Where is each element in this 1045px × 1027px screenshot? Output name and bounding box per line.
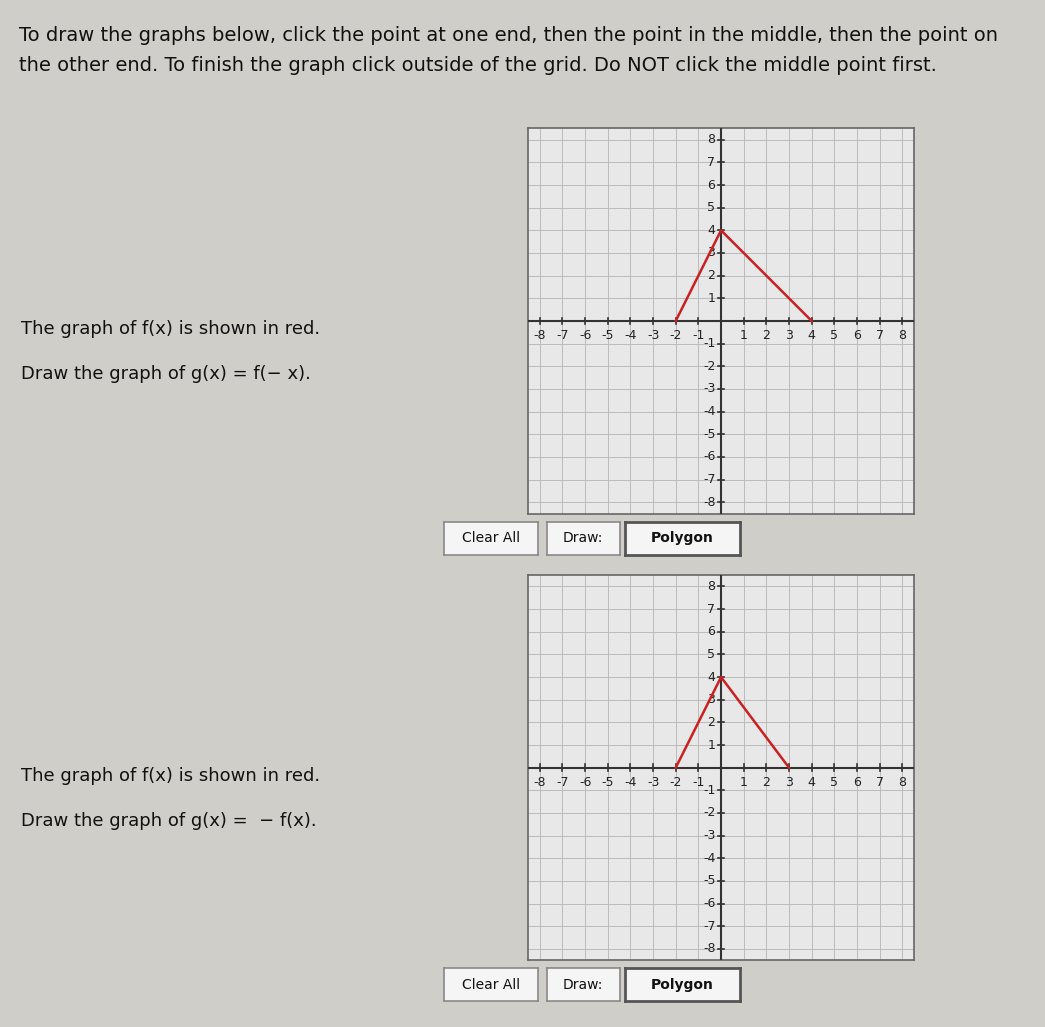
Text: 5: 5: [707, 648, 716, 661]
Text: -3: -3: [647, 775, 659, 789]
Text: 2: 2: [707, 269, 716, 282]
Text: 7: 7: [876, 775, 884, 789]
Text: -7: -7: [703, 920, 716, 933]
Text: -5: -5: [703, 874, 716, 887]
Text: Clear All: Clear All: [462, 978, 520, 992]
Text: 4: 4: [707, 671, 716, 684]
Text: -4: -4: [624, 329, 636, 342]
Text: 3: 3: [707, 246, 716, 260]
Text: 7: 7: [707, 156, 716, 168]
Text: 7: 7: [876, 329, 884, 342]
Text: 8: 8: [707, 134, 716, 146]
Text: -5: -5: [602, 329, 614, 342]
Text: 4: 4: [808, 329, 815, 342]
Text: -8: -8: [534, 775, 547, 789]
Text: 6: 6: [853, 329, 861, 342]
Text: -5: -5: [602, 775, 614, 789]
Text: -6: -6: [579, 775, 591, 789]
Text: -6: -6: [579, 329, 591, 342]
Text: the other end. To finish the graph click outside of the grid. Do NOT click the m: the other end. To finish the graph click…: [19, 56, 936, 76]
Text: 1: 1: [740, 775, 747, 789]
Text: 3: 3: [785, 775, 793, 789]
Text: 6: 6: [707, 179, 716, 191]
Text: Polygon: Polygon: [651, 531, 714, 545]
Text: Draw:: Draw:: [563, 531, 603, 545]
Text: -2: -2: [670, 775, 682, 789]
Text: 5: 5: [707, 201, 716, 215]
Text: 6: 6: [853, 775, 861, 789]
Text: -8: -8: [703, 943, 716, 955]
Text: 2: 2: [707, 716, 716, 729]
Text: 5: 5: [831, 329, 838, 342]
Text: 3: 3: [785, 329, 793, 342]
Text: Polygon: Polygon: [651, 978, 714, 992]
Text: -1: -1: [692, 329, 704, 342]
Text: 3: 3: [707, 693, 716, 707]
Text: 1: 1: [707, 292, 716, 305]
Text: -3: -3: [647, 329, 659, 342]
Text: -1: -1: [703, 337, 716, 350]
Text: 2: 2: [763, 775, 770, 789]
Text: 6: 6: [707, 625, 716, 638]
Text: -6: -6: [703, 451, 716, 463]
Text: -4: -4: [624, 775, 636, 789]
Text: Draw the graph of g(x) = f(− x).: Draw the graph of g(x) = f(− x).: [21, 366, 310, 383]
Text: 5: 5: [831, 775, 838, 789]
Text: 8: 8: [707, 580, 716, 593]
Text: Draw:: Draw:: [563, 978, 603, 992]
Text: -2: -2: [703, 806, 716, 820]
Text: Clear All: Clear All: [462, 531, 520, 545]
Text: The graph of f(​x) is shown in red.: The graph of f(​x) is shown in red.: [21, 767, 320, 785]
Text: -3: -3: [703, 829, 716, 842]
Text: To draw the graphs below, click the point at one end, then the point in the midd: To draw the graphs below, click the poin…: [19, 26, 998, 45]
Text: -6: -6: [703, 898, 716, 910]
Text: 1: 1: [707, 738, 716, 752]
Text: -7: -7: [556, 329, 568, 342]
Text: -3: -3: [703, 382, 716, 395]
Text: -1: -1: [703, 784, 716, 797]
Text: 7: 7: [707, 603, 716, 615]
Text: -7: -7: [703, 473, 716, 486]
Text: 4: 4: [808, 775, 815, 789]
Text: 4: 4: [707, 224, 716, 237]
Text: The graph of f(x) is shown in red.: The graph of f(x) is shown in red.: [21, 320, 320, 338]
Text: -5: -5: [703, 427, 716, 441]
Text: 8: 8: [899, 329, 906, 342]
Text: 2: 2: [763, 329, 770, 342]
Text: -4: -4: [703, 405, 716, 418]
Text: -7: -7: [556, 775, 568, 789]
Text: 8: 8: [899, 775, 906, 789]
Text: -8: -8: [534, 329, 547, 342]
Text: Draw the graph of g(x) =  − f(x).: Draw the graph of g(x) = − f(x).: [21, 812, 317, 830]
Text: -2: -2: [670, 329, 682, 342]
Text: -2: -2: [703, 359, 716, 373]
Text: -4: -4: [703, 851, 716, 865]
Text: -1: -1: [692, 775, 704, 789]
Text: -8: -8: [703, 496, 716, 508]
Text: 1: 1: [740, 329, 747, 342]
